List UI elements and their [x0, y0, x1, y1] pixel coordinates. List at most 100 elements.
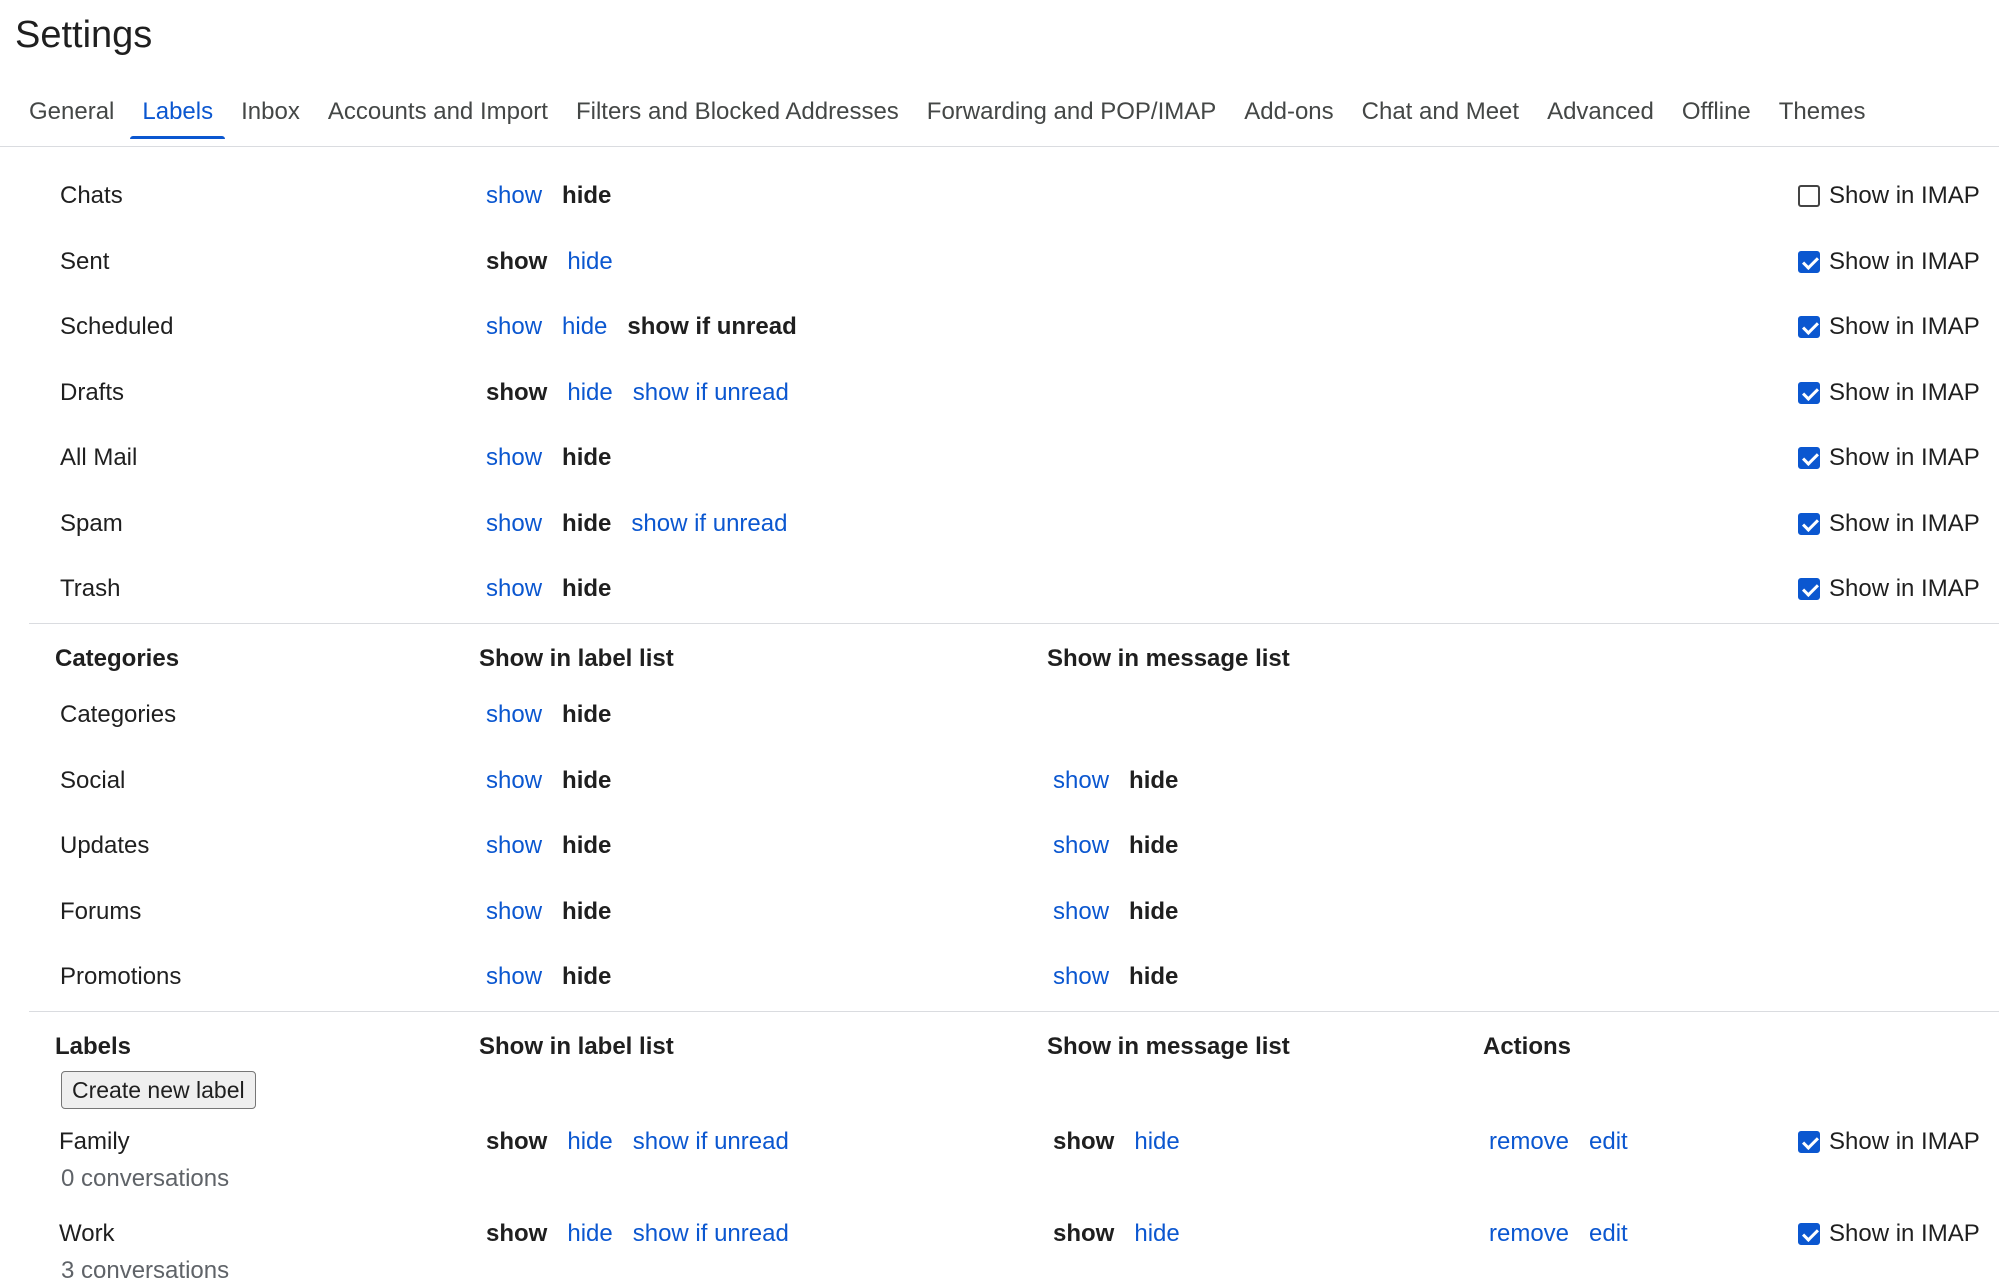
option-group: show hide: [486, 184, 611, 208]
action-link[interactable]: edit: [1589, 1128, 1628, 1155]
imap-checkbox[interactable]: [1798, 316, 1820, 338]
tab[interactable]: Labels: [130, 100, 226, 139]
tab[interactable]: Forwarding and POP/IMAP: [926, 98, 1217, 125]
label-name: Spam: [60, 509, 123, 537]
imap-checkbox[interactable]: [1798, 381, 1820, 404]
option-link[interactable]: show: [486, 509, 543, 537]
selected-option: hide: [562, 509, 612, 537]
tab[interactable]: Themes: [1778, 98, 1866, 125]
option-link[interactable]: show: [486, 963, 543, 991]
divider: [29, 623, 1999, 624]
selected-option: hide: [1129, 766, 1179, 794]
option-link[interactable]: hide: [1134, 1128, 1180, 1155]
category-name: Social: [60, 766, 126, 794]
imap-label: Show in IMAP: [1829, 1220, 1980, 1247]
option-link[interactable]: hide: [567, 247, 613, 275]
option-link[interactable]: hide: [562, 313, 608, 340]
tab-indicator: [130, 136, 226, 139]
tab[interactable]: General: [29, 98, 115, 125]
option-link[interactable]: hide: [567, 378, 613, 406]
tab[interactable]: Advanced: [1547, 98, 1654, 125]
action-link[interactable]: edit: [1589, 1220, 1628, 1247]
category-name: Categories: [60, 701, 177, 728]
option-link[interactable]: show: [1053, 766, 1110, 794]
imap-label: Show in IMAP: [1829, 182, 1980, 209]
option-link[interactable]: show: [486, 701, 543, 728]
tab[interactable]: Add-ons: [1244, 98, 1334, 125]
category-name: Promotions: [60, 963, 182, 991]
option-link[interactable]: hide: [567, 1220, 613, 1247]
option-group: show hide: [1053, 834, 1178, 858]
column-header: Actions: [1483, 1033, 1572, 1060]
actions: remove edit: [1489, 1130, 1628, 1154]
imap-label: Show in IMAP: [1829, 378, 1980, 406]
selected-option: show: [486, 1220, 548, 1247]
option-link[interactable]: hide: [1134, 1220, 1180, 1247]
option-group: show hide show if unread: [486, 315, 797, 339]
imap-checkbox[interactable]: [1798, 1131, 1820, 1153]
selected-option: hide: [562, 766, 612, 794]
option-link[interactable]: show if unread: [632, 1128, 789, 1155]
option-group: show hide: [486, 965, 611, 989]
selected-option: hide: [1129, 897, 1179, 925]
option-link[interactable]: show: [486, 444, 543, 471]
option-group: show hide: [1053, 965, 1178, 989]
tab[interactable]: Accounts and Import: [327, 98, 548, 125]
label-name: Scheduled: [60, 313, 174, 340]
option-link[interactable]: show: [1053, 897, 1110, 925]
option-group: show hide: [1053, 1130, 1180, 1154]
imap-checkbox[interactable]: [1798, 512, 1820, 535]
option-link[interactable]: show if unread: [632, 378, 789, 406]
imap-label: Show in IMAP: [1829, 509, 1980, 537]
option-link[interactable]: hide: [567, 1128, 613, 1155]
tab[interactable]: Offline: [1681, 98, 1751, 125]
option-group: show hide: [1053, 897, 1179, 925]
option-group: show hide show if unread: [486, 1130, 789, 1154]
imap-label: Show in IMAP: [1829, 313, 1980, 340]
tab[interactable]: Inbox: [241, 98, 300, 125]
imap-checkbox[interactable]: [1798, 185, 1820, 207]
action-link[interactable]: remove: [1489, 1128, 1570, 1155]
imap-checkbox[interactable]: [1798, 578, 1820, 600]
category-name: Updates: [60, 832, 150, 860]
column-header: Show in label list: [479, 1033, 674, 1060]
option-link[interactable]: show: [1053, 963, 1110, 991]
option-link[interactable]: show: [486, 766, 543, 794]
divider: [0, 146, 1999, 147]
selected-option: hide: [562, 897, 612, 925]
create-label-button[interactable]: Create new label: [61, 1071, 256, 1109]
selected-option: show: [1053, 1220, 1115, 1247]
column-header: Labels: [55, 1033, 132, 1060]
divider: [29, 1011, 1999, 1012]
column-header: Show in message list: [1047, 645, 1290, 672]
category-name: Forums: [60, 897, 142, 925]
action-link[interactable]: remove: [1489, 1220, 1570, 1247]
option-group: show hide: [486, 247, 613, 275]
option-group: show hide show if unread: [486, 1222, 789, 1246]
label-name: All Mail: [60, 444, 138, 471]
option-link[interactable]: show: [486, 897, 543, 925]
option-group: show hide: [486, 897, 612, 925]
tab[interactable]: Chat and Meet: [1361, 98, 1520, 125]
option-link[interactable]: show if unread: [632, 1220, 789, 1247]
selected-option: show: [486, 247, 548, 275]
selected-option: hide: [562, 701, 612, 728]
label-name: Drafts: [60, 378, 125, 406]
selected-option: show: [1053, 1128, 1115, 1155]
option-link[interactable]: show: [486, 832, 543, 860]
imap-checkbox[interactable]: [1798, 250, 1820, 273]
option-link[interactable]: show: [486, 575, 543, 602]
option-link[interactable]: show: [486, 313, 543, 340]
option-link[interactable]: show: [486, 182, 543, 209]
selected-option: hide: [562, 182, 612, 209]
option-link[interactable]: show if unread: [631, 509, 788, 537]
actions: remove edit: [1489, 1222, 1628, 1246]
imap-checkbox[interactable]: [1798, 1223, 1820, 1245]
option-group: show hide show if unread: [486, 378, 789, 406]
imap-label: Show in IMAP: [1829, 575, 1980, 602]
imap-checkbox[interactable]: [1798, 447, 1820, 469]
option-group: show hide: [486, 446, 611, 470]
option-link[interactable]: show: [1053, 832, 1110, 860]
tab[interactable]: Filters and Blocked Addresses: [575, 98, 899, 125]
